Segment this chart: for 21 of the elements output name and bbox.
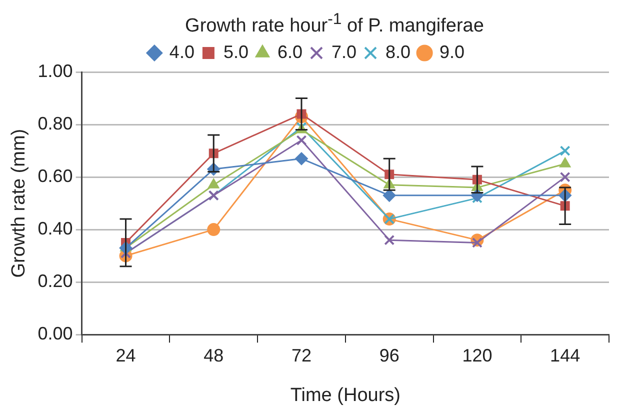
- legend-label: 7.0: [332, 42, 357, 62]
- y-tick-label: 0.20: [38, 271, 73, 292]
- x-tick-label: 144: [550, 345, 580, 366]
- x-tick-label: 48: [204, 345, 224, 366]
- legend-label: 8.0: [386, 42, 411, 62]
- legend-label: 9.0: [440, 42, 465, 62]
- x-axis-title: Time (Hours): [290, 384, 400, 406]
- legend-label: 4.0: [169, 42, 194, 62]
- x-tick-label: 96: [379, 345, 400, 366]
- y-tick-label: 0.00: [38, 324, 73, 344]
- y-tick-label: 0.80: [38, 113, 73, 134]
- x-tick-label: 120: [462, 345, 492, 366]
- y-tick-label: 0.60: [38, 166, 73, 186]
- legend-label: 6.0: [277, 42, 303, 62]
- y-tick-label: 1.00: [38, 60, 73, 81]
- y-axis-title: Growth rate (mm): [8, 128, 30, 278]
- legend-label: 5.0: [223, 42, 248, 62]
- x-tick-label: 72: [291, 345, 312, 366]
- chart-title: Growth rate hour$^{-1}$ of P. mangiferae: [184, 10, 485, 36]
- y-tick-label: 0.40: [38, 218, 73, 239]
- x-tick-label: 24: [116, 345, 136, 366]
